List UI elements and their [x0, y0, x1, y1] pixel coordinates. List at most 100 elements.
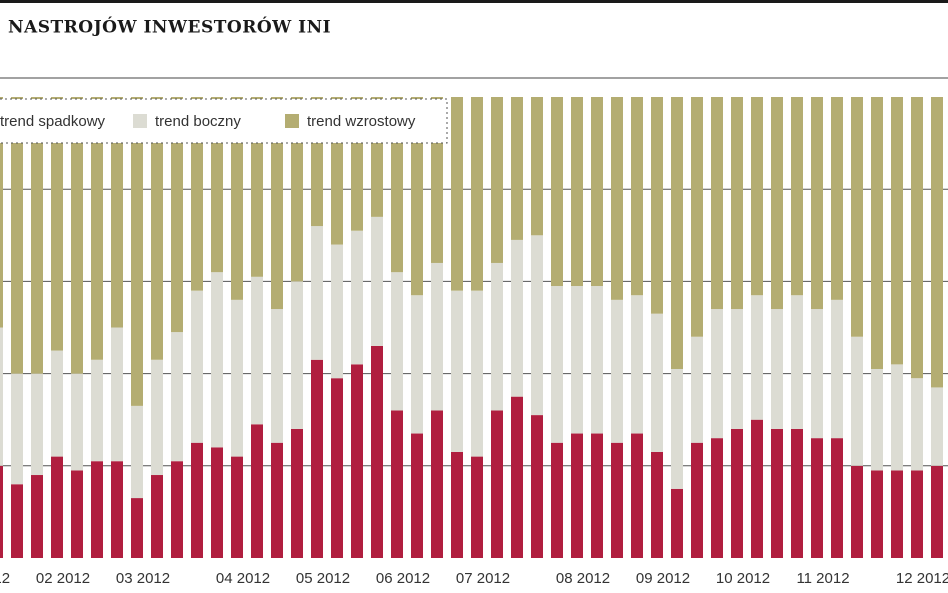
- bar-segment: [91, 359, 103, 462]
- bar-segment: [31, 475, 43, 558]
- bar-segment: [851, 97, 863, 337]
- bar-segment: [831, 97, 843, 300]
- bar-segment: [131, 498, 143, 558]
- bar-segment: [771, 428, 783, 558]
- bar-segment: [371, 216, 383, 346]
- bar-segment: [811, 309, 823, 439]
- bars: [0, 97, 943, 558]
- bar-segment: [531, 415, 543, 558]
- bar-segment: [771, 309, 783, 429]
- chart-title: NASTROJÓW INWESTORÓW INI: [8, 17, 331, 38]
- bar-segment: [451, 290, 463, 452]
- x-tick-label: 06 2012: [376, 570, 430, 587]
- bar-segment: [111, 461, 123, 558]
- bar-segment: [891, 470, 903, 558]
- bar-segment: [271, 309, 283, 443]
- legend-swatch: [285, 114, 299, 128]
- x-tick-label: 08 2012: [556, 570, 610, 587]
- bar-segment: [891, 364, 903, 471]
- bar-segment: [671, 368, 683, 489]
- bar-segment: [591, 97, 603, 287]
- bar-segment: [0, 327, 3, 466]
- bar-segment: [831, 438, 843, 558]
- bar-segment: [51, 456, 63, 558]
- bar-segment: [511, 97, 523, 240]
- legend-label: trend spadkowy: [0, 113, 106, 130]
- bar-segment: [791, 295, 803, 429]
- bar-segment: [431, 262, 443, 411]
- bar-segment: [711, 97, 723, 310]
- bar-segment: [811, 97, 823, 310]
- bar-segment: [231, 97, 243, 300]
- bar-segment: [511, 396, 523, 558]
- bar-segment: [111, 327, 123, 462]
- bar-segment: [731, 428, 743, 558]
- bar-segment: [791, 428, 803, 558]
- bar-segment: [171, 97, 183, 333]
- bar-segment: [731, 97, 743, 310]
- bar-segment: [291, 97, 303, 282]
- bar-segment: [391, 272, 403, 411]
- bar-segment: [591, 286, 603, 434]
- bar-segment: [351, 364, 363, 558]
- bar-segment: [71, 470, 83, 558]
- bar-segment: [271, 97, 283, 310]
- bar-segment: [491, 262, 503, 411]
- top-rule: [0, 0, 948, 3]
- bar-segment: [611, 442, 623, 558]
- bar-segment: [451, 451, 463, 558]
- bar-segment: [31, 373, 43, 476]
- bar-segment: [411, 433, 423, 558]
- bar-segment: [471, 290, 483, 457]
- bar-segment: [71, 373, 83, 471]
- bar-segment: [551, 97, 563, 287]
- bar-segment: [911, 378, 923, 471]
- bar-segment: [611, 97, 623, 300]
- x-tick-label: 09 2012: [636, 570, 690, 587]
- bar-segment: [291, 428, 303, 558]
- x-tick-label: 04 2012: [216, 570, 270, 587]
- bar-segment: [871, 97, 883, 369]
- x-tick-label: 02 2012: [36, 570, 90, 587]
- bar-segment: [911, 97, 923, 379]
- bar-segment: [411, 97, 423, 296]
- bar-segment: [511, 239, 523, 397]
- bar-segment: [711, 438, 723, 558]
- bar-segment: [631, 433, 643, 558]
- bar-segment: [491, 410, 503, 558]
- bar-segment: [211, 272, 223, 448]
- bar-segment: [751, 97, 763, 296]
- x-tick-label: 11 2012: [796, 570, 849, 587]
- bar-segment: [791, 97, 803, 296]
- bar-segment: [651, 451, 663, 558]
- bar-segment: [151, 359, 163, 476]
- bar-segment: [691, 97, 703, 337]
- bar-segment: [631, 97, 643, 296]
- bar-segment: [691, 442, 703, 558]
- bar-segment: [171, 461, 183, 558]
- bar-segment: [851, 336, 863, 466]
- bar-segment: [191, 290, 203, 443]
- bar-segment: [51, 350, 63, 457]
- bar-segment: [831, 299, 843, 439]
- x-tick-label: 12 2012: [896, 570, 948, 587]
- bar-segment: [631, 295, 643, 434]
- bar-segment: [71, 97, 83, 374]
- bar-segment: [0, 465, 3, 558]
- bar-segment: [151, 97, 163, 360]
- bar-segment: [11, 484, 23, 558]
- bar-segment: [311, 226, 323, 360]
- bar-segment: [331, 378, 343, 558]
- bar-segment: [271, 442, 283, 558]
- bar-segment: [311, 359, 323, 558]
- bar-segment: [471, 456, 483, 558]
- bar-segment: [651, 313, 663, 452]
- legend-box: [0, 98, 448, 144]
- bar-segment: [931, 97, 943, 388]
- bar-segment: [531, 235, 543, 416]
- legend: trend spadkowy trend boczny trend wzrostow…: [0, 98, 448, 144]
- bar-segment: [191, 442, 203, 558]
- bar-segment: [91, 461, 103, 558]
- bar-segment: [211, 447, 223, 558]
